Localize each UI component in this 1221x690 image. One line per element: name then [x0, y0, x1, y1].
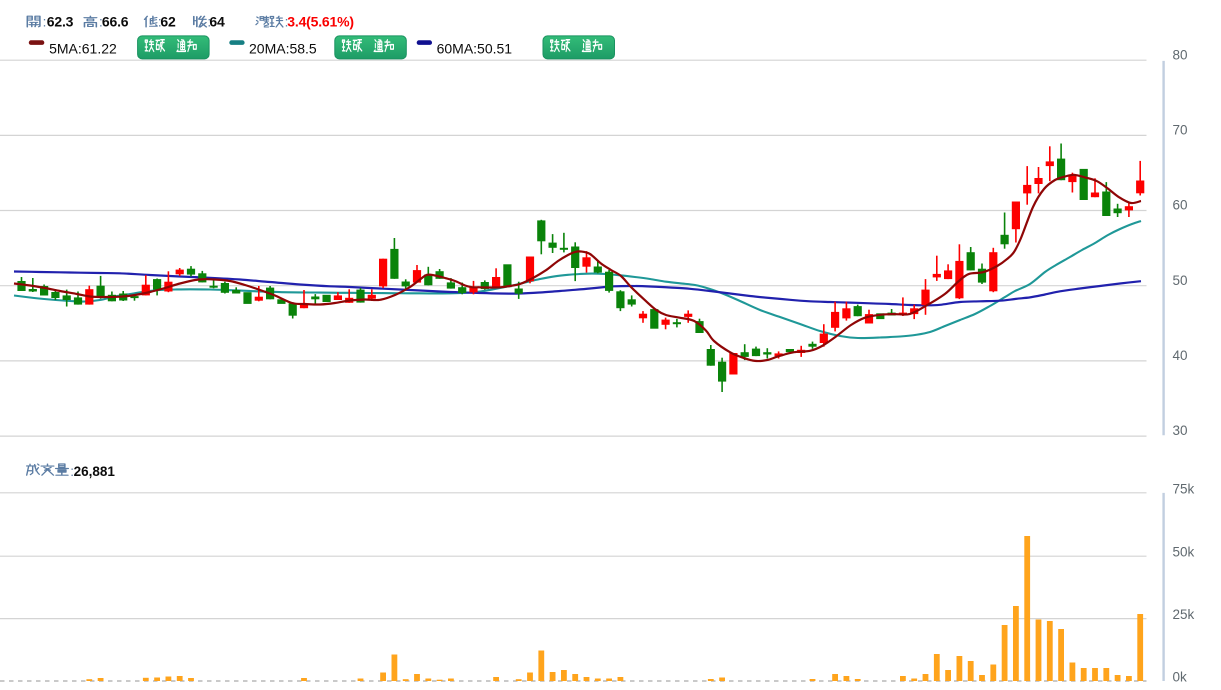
svg-text:50: 50 — [1173, 273, 1188, 288]
svg-text:80: 80 — [1173, 47, 1188, 62]
svg-text:60: 60 — [1173, 198, 1188, 213]
svg-text:66.6: 66.6 — [102, 14, 129, 30]
svg-text:40: 40 — [1173, 348, 1188, 363]
svg-text:62: 62 — [160, 14, 176, 30]
svg-text:75k: 75k — [1173, 481, 1195, 496]
svg-text::: : — [99, 15, 103, 30]
svg-text::: : — [158, 15, 162, 30]
svg-text:20MA:58.5: 20MA:58.5 — [249, 40, 317, 56]
svg-text:50k: 50k — [1173, 545, 1195, 560]
svg-text:0k: 0k — [1173, 670, 1188, 685]
svg-text:70: 70 — [1173, 123, 1188, 138]
svg-text:25k: 25k — [1173, 607, 1195, 622]
svg-text:26,881: 26,881 — [74, 464, 116, 479]
svg-text::: : — [207, 15, 211, 30]
svg-text::: : — [70, 464, 74, 479]
svg-text:3.4(5.61%): 3.4(5.61%) — [287, 14, 353, 30]
svg-text:60MA:50.51: 60MA:50.51 — [437, 40, 513, 56]
svg-text:62.3: 62.3 — [47, 14, 74, 30]
svg-text::: : — [285, 15, 289, 30]
svg-text:64: 64 — [209, 14, 225, 30]
svg-text:5MA:61.22: 5MA:61.22 — [49, 40, 117, 56]
svg-text:30: 30 — [1173, 423, 1188, 438]
svg-text::: : — [43, 15, 47, 30]
